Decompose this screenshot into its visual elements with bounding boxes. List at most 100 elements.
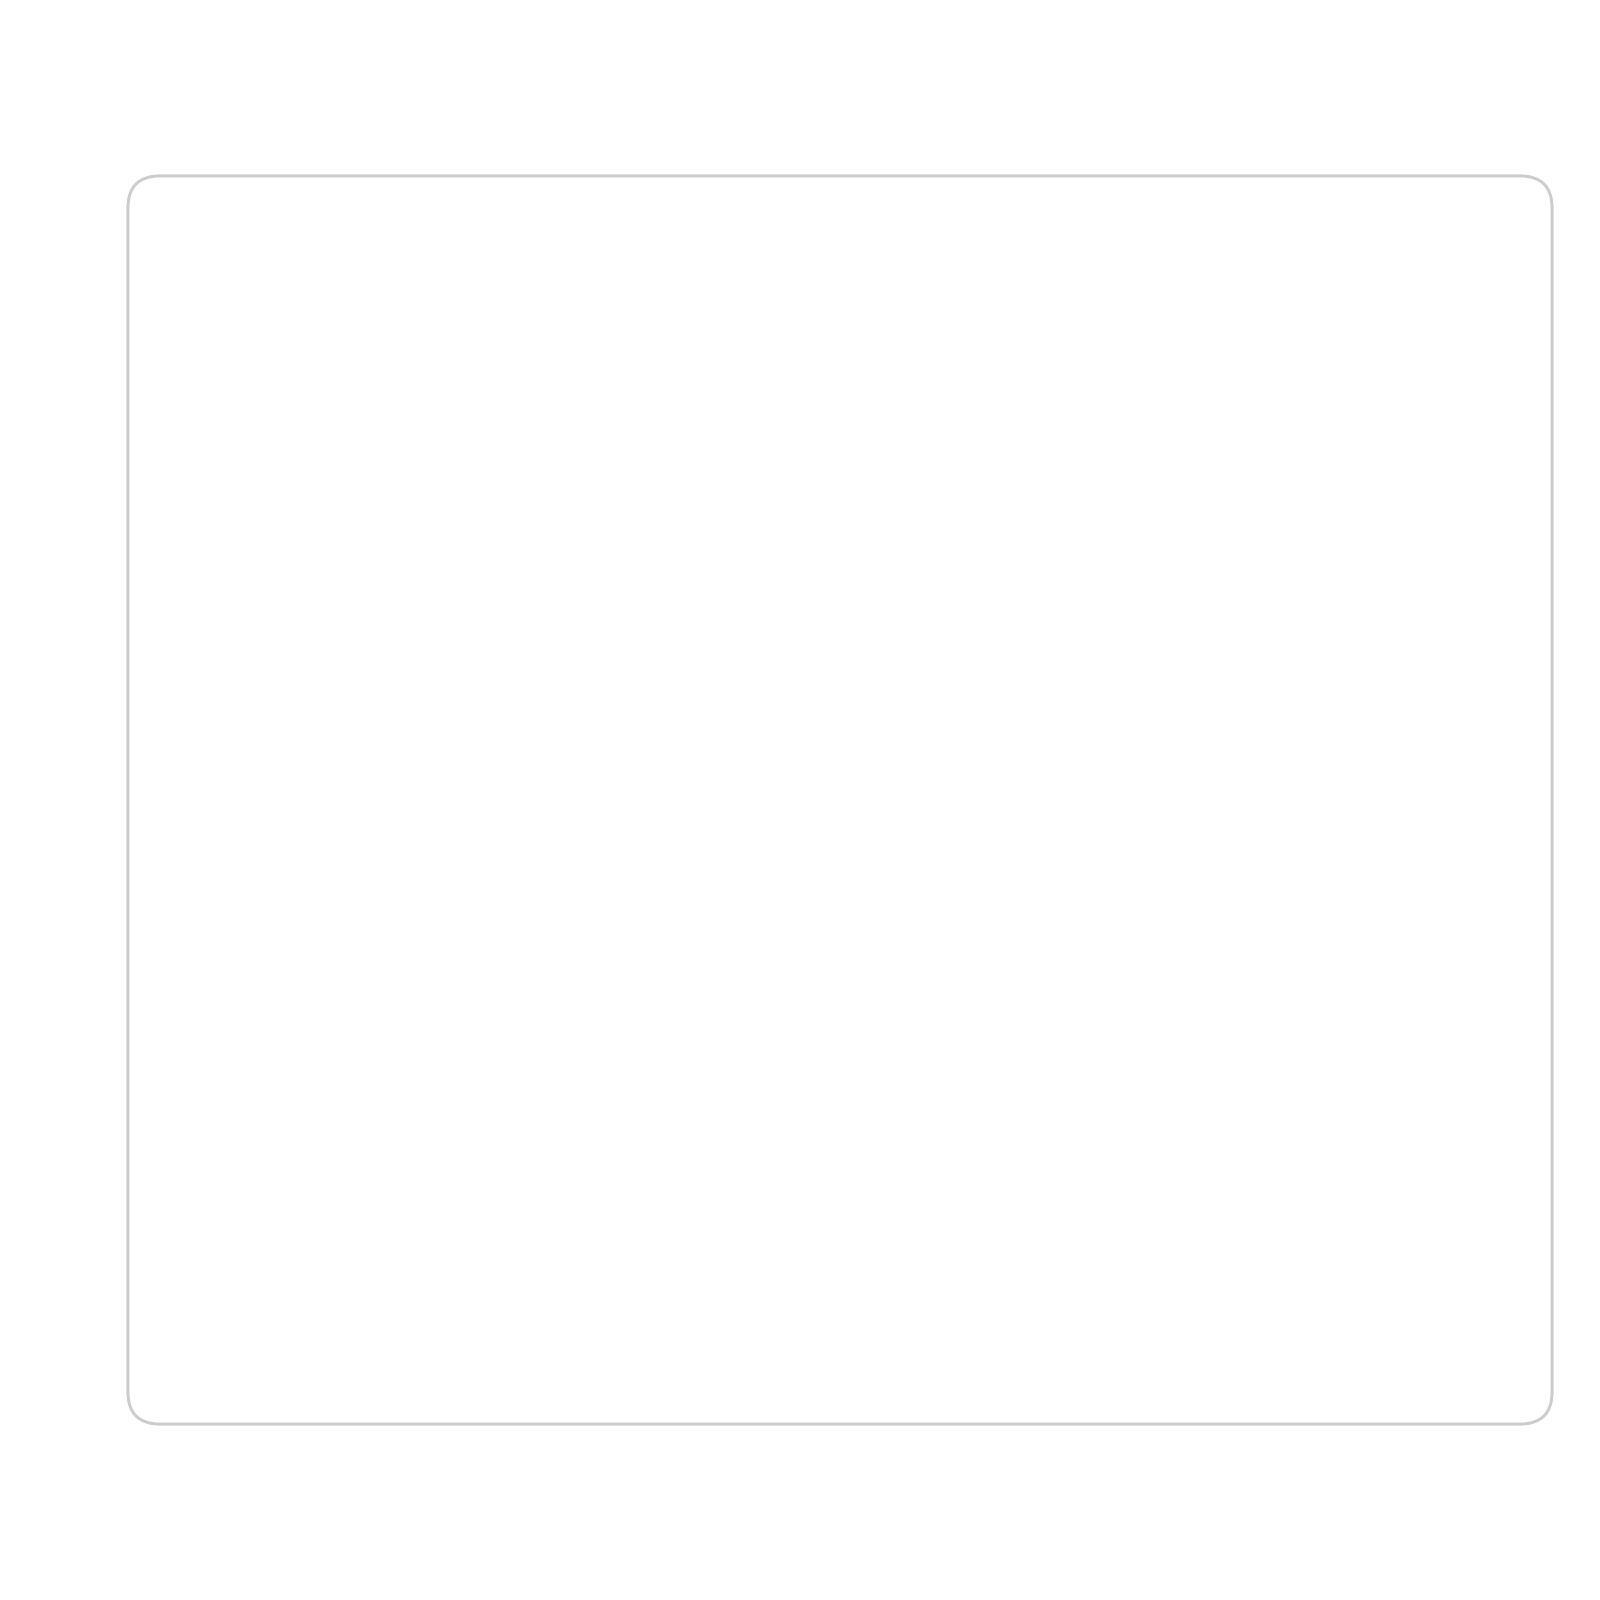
Point [488, 998, 514, 1024]
Point [272, 1206, 298, 1232]
Point [258, 1283, 283, 1309]
Point [579, 1237, 605, 1262]
Point [357, 1123, 382, 1149]
Point [842, 990, 867, 1016]
Point [757, 1029, 782, 1054]
Point [250, 1264, 275, 1290]
Point [464, 1245, 490, 1270]
Point [381, 1254, 406, 1280]
Point [395, 1179, 421, 1206]
Point [787, 1016, 813, 1042]
Point [688, 1232, 714, 1258]
Point [733, 1040, 758, 1066]
Point [957, 416, 982, 442]
Point [395, 1086, 421, 1112]
Point [234, 1275, 259, 1301]
Point [963, 405, 989, 430]
Point [310, 1165, 336, 1190]
Point [1040, 915, 1066, 941]
Point [595, 1237, 621, 1262]
Point [779, 1230, 805, 1256]
Point [1094, 898, 1120, 923]
Point [1018, 342, 1043, 368]
Point [480, 1141, 506, 1166]
Point [826, 1227, 851, 1253]
Point [925, 467, 950, 493]
Point [419, 1170, 445, 1195]
Point [995, 931, 1021, 957]
Point [872, 1224, 898, 1250]
Point [803, 1229, 829, 1254]
Point [718, 1046, 744, 1072]
Point [534, 950, 560, 976]
Point [1078, 902, 1104, 928]
Point [595, 890, 621, 915]
Point [1110, 1224, 1136, 1250]
Point [510, 1128, 536, 1154]
Point [787, 1229, 813, 1254]
Point [272, 1248, 298, 1274]
Point [765, 691, 790, 717]
Point [480, 1003, 506, 1029]
Point [949, 946, 974, 971]
Point [634, 1082, 659, 1107]
Point [925, 954, 950, 979]
Point [971, 395, 997, 421]
Point [357, 1198, 382, 1224]
Point [541, 941, 566, 966]
Point [710, 1232, 736, 1258]
Point [296, 1179, 322, 1206]
Point [565, 1237, 590, 1262]
Point [579, 904, 605, 930]
Point [242, 1272, 267, 1298]
Point [856, 1227, 882, 1253]
Point [902, 499, 928, 525]
Point [1064, 1224, 1090, 1250]
Point [1002, 1224, 1027, 1250]
Point [450, 1246, 475, 1272]
Point [803, 634, 829, 659]
Point [557, 1109, 582, 1134]
Point [987, 1224, 1013, 1250]
Point [557, 1240, 582, 1266]
Point [304, 1230, 330, 1256]
Point [549, 936, 574, 962]
Point [694, 1232, 720, 1258]
Point [387, 1182, 413, 1208]
Point [656, 816, 682, 842]
Point [419, 1250, 445, 1275]
Text: ECAR: ECAR [806, 896, 870, 920]
Point [787, 659, 813, 685]
Point [1064, 907, 1090, 933]
Point [779, 1019, 805, 1045]
Point [365, 1258, 390, 1283]
Point [995, 1224, 1021, 1250]
Point [458, 1150, 483, 1176]
Point [642, 1234, 667, 1259]
Point [949, 426, 974, 451]
Point [680, 1232, 706, 1258]
Point [373, 1107, 398, 1133]
Point [342, 1139, 368, 1165]
Point [694, 1056, 720, 1082]
Point [1040, 1224, 1066, 1250]
Point [818, 1227, 843, 1253]
Point [579, 1099, 605, 1125]
Point [280, 1195, 306, 1221]
Point [642, 832, 667, 858]
Point [749, 1035, 774, 1061]
Point [1110, 266, 1136, 291]
Point [318, 1264, 344, 1290]
Point [880, 530, 906, 555]
Point [963, 1224, 989, 1250]
Point [1010, 925, 1035, 950]
Point [741, 1037, 766, 1062]
Point [1056, 909, 1082, 934]
Point [334, 1211, 360, 1237]
Point [419, 1061, 445, 1086]
Point [941, 437, 966, 462]
Point [650, 1075, 675, 1101]
Point [979, 936, 1005, 962]
Point [1072, 288, 1098, 314]
Point [266, 1254, 291, 1280]
